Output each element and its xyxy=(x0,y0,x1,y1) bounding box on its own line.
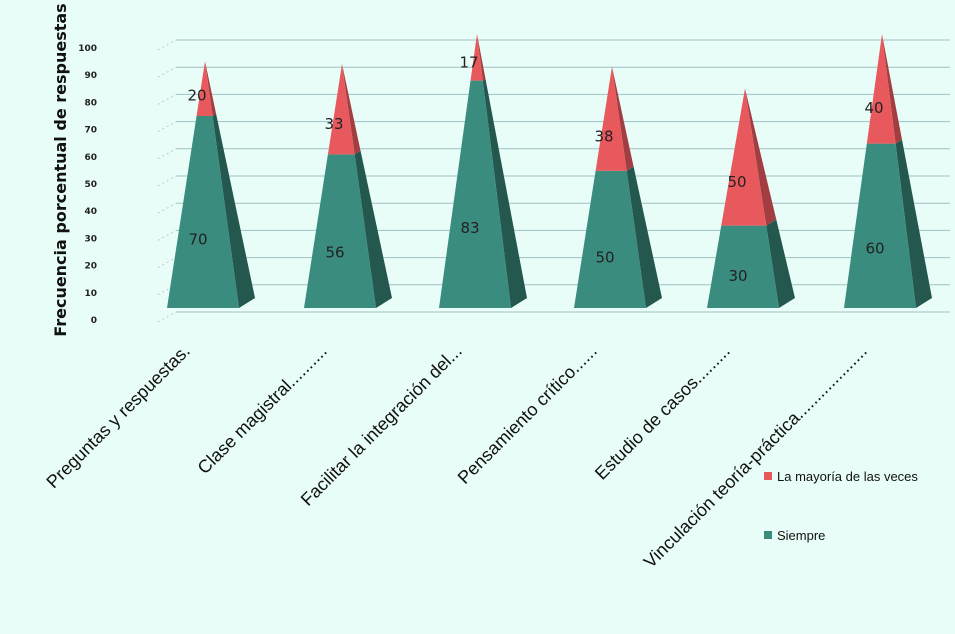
pyramid-segment-mayoria xyxy=(721,88,767,226)
grid-depth-line xyxy=(157,257,177,269)
pyramid-segment-siempre xyxy=(707,225,779,308)
data-label-siempre: 56 xyxy=(325,243,344,261)
pyramid-segment-siempre xyxy=(844,143,916,308)
legend: La mayoría de las veces Siempre xyxy=(764,469,918,543)
pyramid-side-mayoria xyxy=(342,63,361,155)
grid-depth-line xyxy=(157,39,177,51)
data-label-siempre: 50 xyxy=(595,249,614,267)
data-label-mayoria: 33 xyxy=(324,115,343,133)
y-tick-label: 60 xyxy=(84,153,97,163)
pyramid-side-mayoria xyxy=(745,88,777,226)
x-tick-label: Facilitar la integración del... xyxy=(297,341,466,510)
grid-depth-line xyxy=(157,229,177,241)
pyramid-bars: 70 20 56 33 83 17 50 38 30 50 60 40 xyxy=(167,34,932,309)
pyramid-side-siempre xyxy=(766,219,795,308)
data-label-mayoria: 20 xyxy=(187,87,206,105)
data-label-mayoria: 38 xyxy=(594,128,613,146)
pyramid-side-siempre xyxy=(626,166,662,308)
pyramid-side-siempre xyxy=(895,139,932,308)
pyramid-segment-mayoria xyxy=(470,34,483,81)
grid-depth-line xyxy=(157,93,177,105)
pyramid-segment-mayoria xyxy=(196,61,213,117)
pyramid-side-mayoria xyxy=(205,61,217,117)
y-tick-label: 40 xyxy=(84,207,97,217)
x-tick-label: Preguntas y respuestas. xyxy=(42,341,193,492)
pyramid-segment-mayoria xyxy=(866,34,896,144)
data-label-mayoria: 40 xyxy=(864,99,883,117)
pyramid-segment-siempre xyxy=(167,116,239,309)
y-tick-label: 20 xyxy=(84,262,97,272)
x-axis-labels: Preguntas y respuestas. Clase magistral..… xyxy=(42,341,870,572)
pyramid-segment-mayoria xyxy=(327,63,355,155)
data-label-mayoria: 50 xyxy=(727,173,746,191)
grid-depth-line xyxy=(157,66,177,78)
pyramid-side-siempre xyxy=(212,113,255,308)
pyramid-side-mayoria xyxy=(477,34,486,81)
grid-depth-line xyxy=(157,175,177,187)
y-tick-label: 90 xyxy=(84,71,97,81)
legend-label: La mayoría de las veces xyxy=(777,469,918,484)
pyramid-segment-siempre xyxy=(574,170,646,308)
pyramid-segment-siempre xyxy=(439,80,511,308)
y-tick-label: 0 xyxy=(91,316,97,326)
pyramid-side-mayoria xyxy=(882,34,902,144)
legend-label: Siempre xyxy=(777,528,825,543)
grid-depth-line xyxy=(157,311,177,323)
x-tick-label: Estudio de casos......... xyxy=(591,341,734,484)
y-axis-title: Frecuencia porcentual de respuestas xyxy=(51,3,70,336)
y-axis: 0 10 20 30 40 50 60 70 80 90 100 xyxy=(78,44,97,326)
legend-swatch xyxy=(764,531,772,539)
pyramid-side-mayoria xyxy=(612,66,634,171)
pyramid-side-siempre xyxy=(354,150,392,308)
data-label-siempre: 83 xyxy=(460,219,479,237)
pyramid-segment-siempre xyxy=(304,154,376,308)
data-label-siempre: 70 xyxy=(188,231,207,249)
grid-depth-line xyxy=(157,148,177,160)
y-tick-label: 70 xyxy=(84,126,97,136)
y-tick-label: 30 xyxy=(84,234,97,244)
x-tick-label: Pensamiento crítico...... xyxy=(454,341,601,488)
y-tick-label: 50 xyxy=(84,180,97,190)
grid-depth-line xyxy=(157,121,177,133)
y-tick-label: 80 xyxy=(84,98,97,108)
legend-swatch xyxy=(764,472,772,480)
grid-depth-line xyxy=(157,202,177,214)
pyramid-side-siempre xyxy=(482,78,527,308)
pyramid-segment-mayoria xyxy=(595,66,627,171)
data-label-siempre: 30 xyxy=(728,267,747,285)
x-tick-label: Clase magistral.......... xyxy=(194,341,331,478)
y-tick-label: 100 xyxy=(78,44,97,54)
grid-depth-line xyxy=(157,284,177,296)
data-label-mayoria: 17 xyxy=(459,54,478,72)
data-label-siempre: 60 xyxy=(865,240,884,258)
y-tick-label: 10 xyxy=(84,289,97,299)
x-tick-label: Vinculación teoría-práctica.............… xyxy=(640,341,871,572)
gridlines xyxy=(157,39,950,323)
